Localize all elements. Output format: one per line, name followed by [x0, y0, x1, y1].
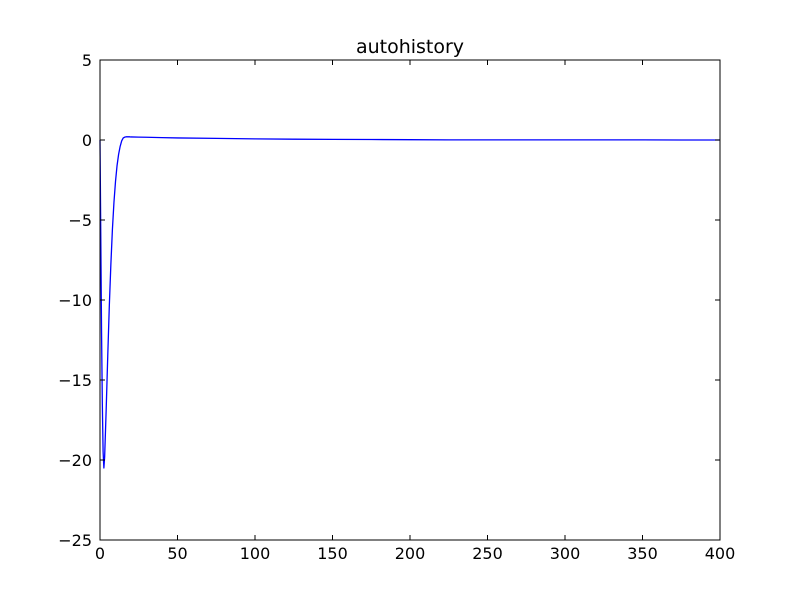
x-tick-label: 400 — [705, 544, 736, 563]
x-tick-label: 50 — [167, 544, 187, 563]
y-tick-label: −15 — [58, 371, 92, 390]
x-tick-label: 150 — [317, 544, 348, 563]
x-tick-label: 0 — [95, 544, 105, 563]
plot-frame — [99, 59, 721, 541]
y-tick-label: −20 — [58, 451, 92, 470]
y-tick-label: −10 — [58, 291, 92, 310]
y-tick-label: −5 — [68, 211, 92, 230]
plot-area: 0 50 100 150 200 250 300 350 400 −25 −20 −15 −10 −5 0 5 — [58, 51, 735, 563]
y-tick-label: 5 — [82, 51, 92, 70]
x-tick-label: 100 — [240, 544, 271, 563]
y-tick-label: 0 — [82, 131, 92, 150]
x-tick-label: 250 — [472, 544, 503, 563]
x-tick-label: 350 — [627, 544, 658, 563]
y-tick-label: −25 — [58, 531, 92, 550]
x-tick-label: 300 — [550, 544, 581, 563]
x-tick-label: 200 — [395, 544, 426, 563]
chart-title: autohistory — [356, 36, 464, 58]
series-line-0 — [99, 136, 720, 469]
